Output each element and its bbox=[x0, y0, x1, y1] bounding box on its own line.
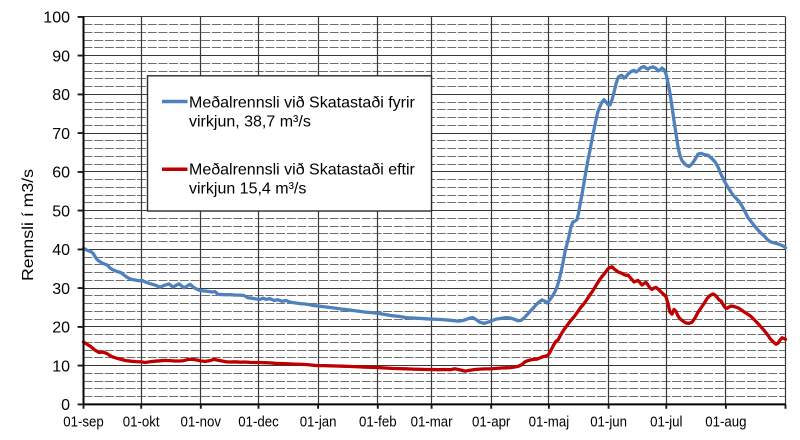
svg-text:01-jan: 01-jan bbox=[300, 414, 337, 431]
svg-text:01-nov: 01-nov bbox=[181, 414, 222, 431]
svg-text:01-sep: 01-sep bbox=[63, 414, 104, 431]
svg-text:01-jul: 01-jul bbox=[650, 414, 682, 431]
svg-text:100: 100 bbox=[43, 10, 70, 27]
svg-text:01-dec: 01-dec bbox=[238, 414, 279, 431]
svg-text:Rennsli í m3/s: Rennsli í m3/s bbox=[20, 169, 37, 281]
svg-text:01-maj: 01-maj bbox=[529, 414, 570, 431]
svg-text:01-mar: 01-mar bbox=[411, 414, 453, 431]
svg-text:01-aug: 01-aug bbox=[705, 414, 746, 431]
svg-text:01-feb: 01-feb bbox=[359, 414, 397, 431]
svg-text:Meðalrennsli við Skatastaði fy: Meðalrennsli við Skatastaði fyrir bbox=[189, 95, 416, 112]
svg-text:70: 70 bbox=[52, 126, 70, 143]
svg-text:01-okt: 01-okt bbox=[123, 414, 161, 431]
svg-text:50: 50 bbox=[52, 203, 70, 220]
svg-text:Meðalrennsli við Skatastaði ef: Meðalrennsli við Skatastaði eftir bbox=[189, 162, 416, 179]
svg-text:01-jun: 01-jun bbox=[590, 414, 627, 431]
svg-text:10: 10 bbox=[52, 358, 70, 375]
svg-text:20: 20 bbox=[52, 320, 70, 337]
svg-text:60: 60 bbox=[52, 165, 70, 182]
svg-text:80: 80 bbox=[52, 87, 70, 104]
svg-text:90: 90 bbox=[52, 48, 70, 65]
svg-text:0: 0 bbox=[61, 397, 70, 414]
svg-text:30: 30 bbox=[52, 281, 70, 298]
svg-text:virkjun, 38,7 m³/s: virkjun, 38,7 m³/s bbox=[189, 114, 311, 131]
svg-text:01-apr: 01-apr bbox=[472, 414, 510, 431]
svg-text:40: 40 bbox=[52, 242, 70, 259]
svg-text:virkjun 15,4 m³/s: virkjun 15,4 m³/s bbox=[189, 181, 306, 198]
